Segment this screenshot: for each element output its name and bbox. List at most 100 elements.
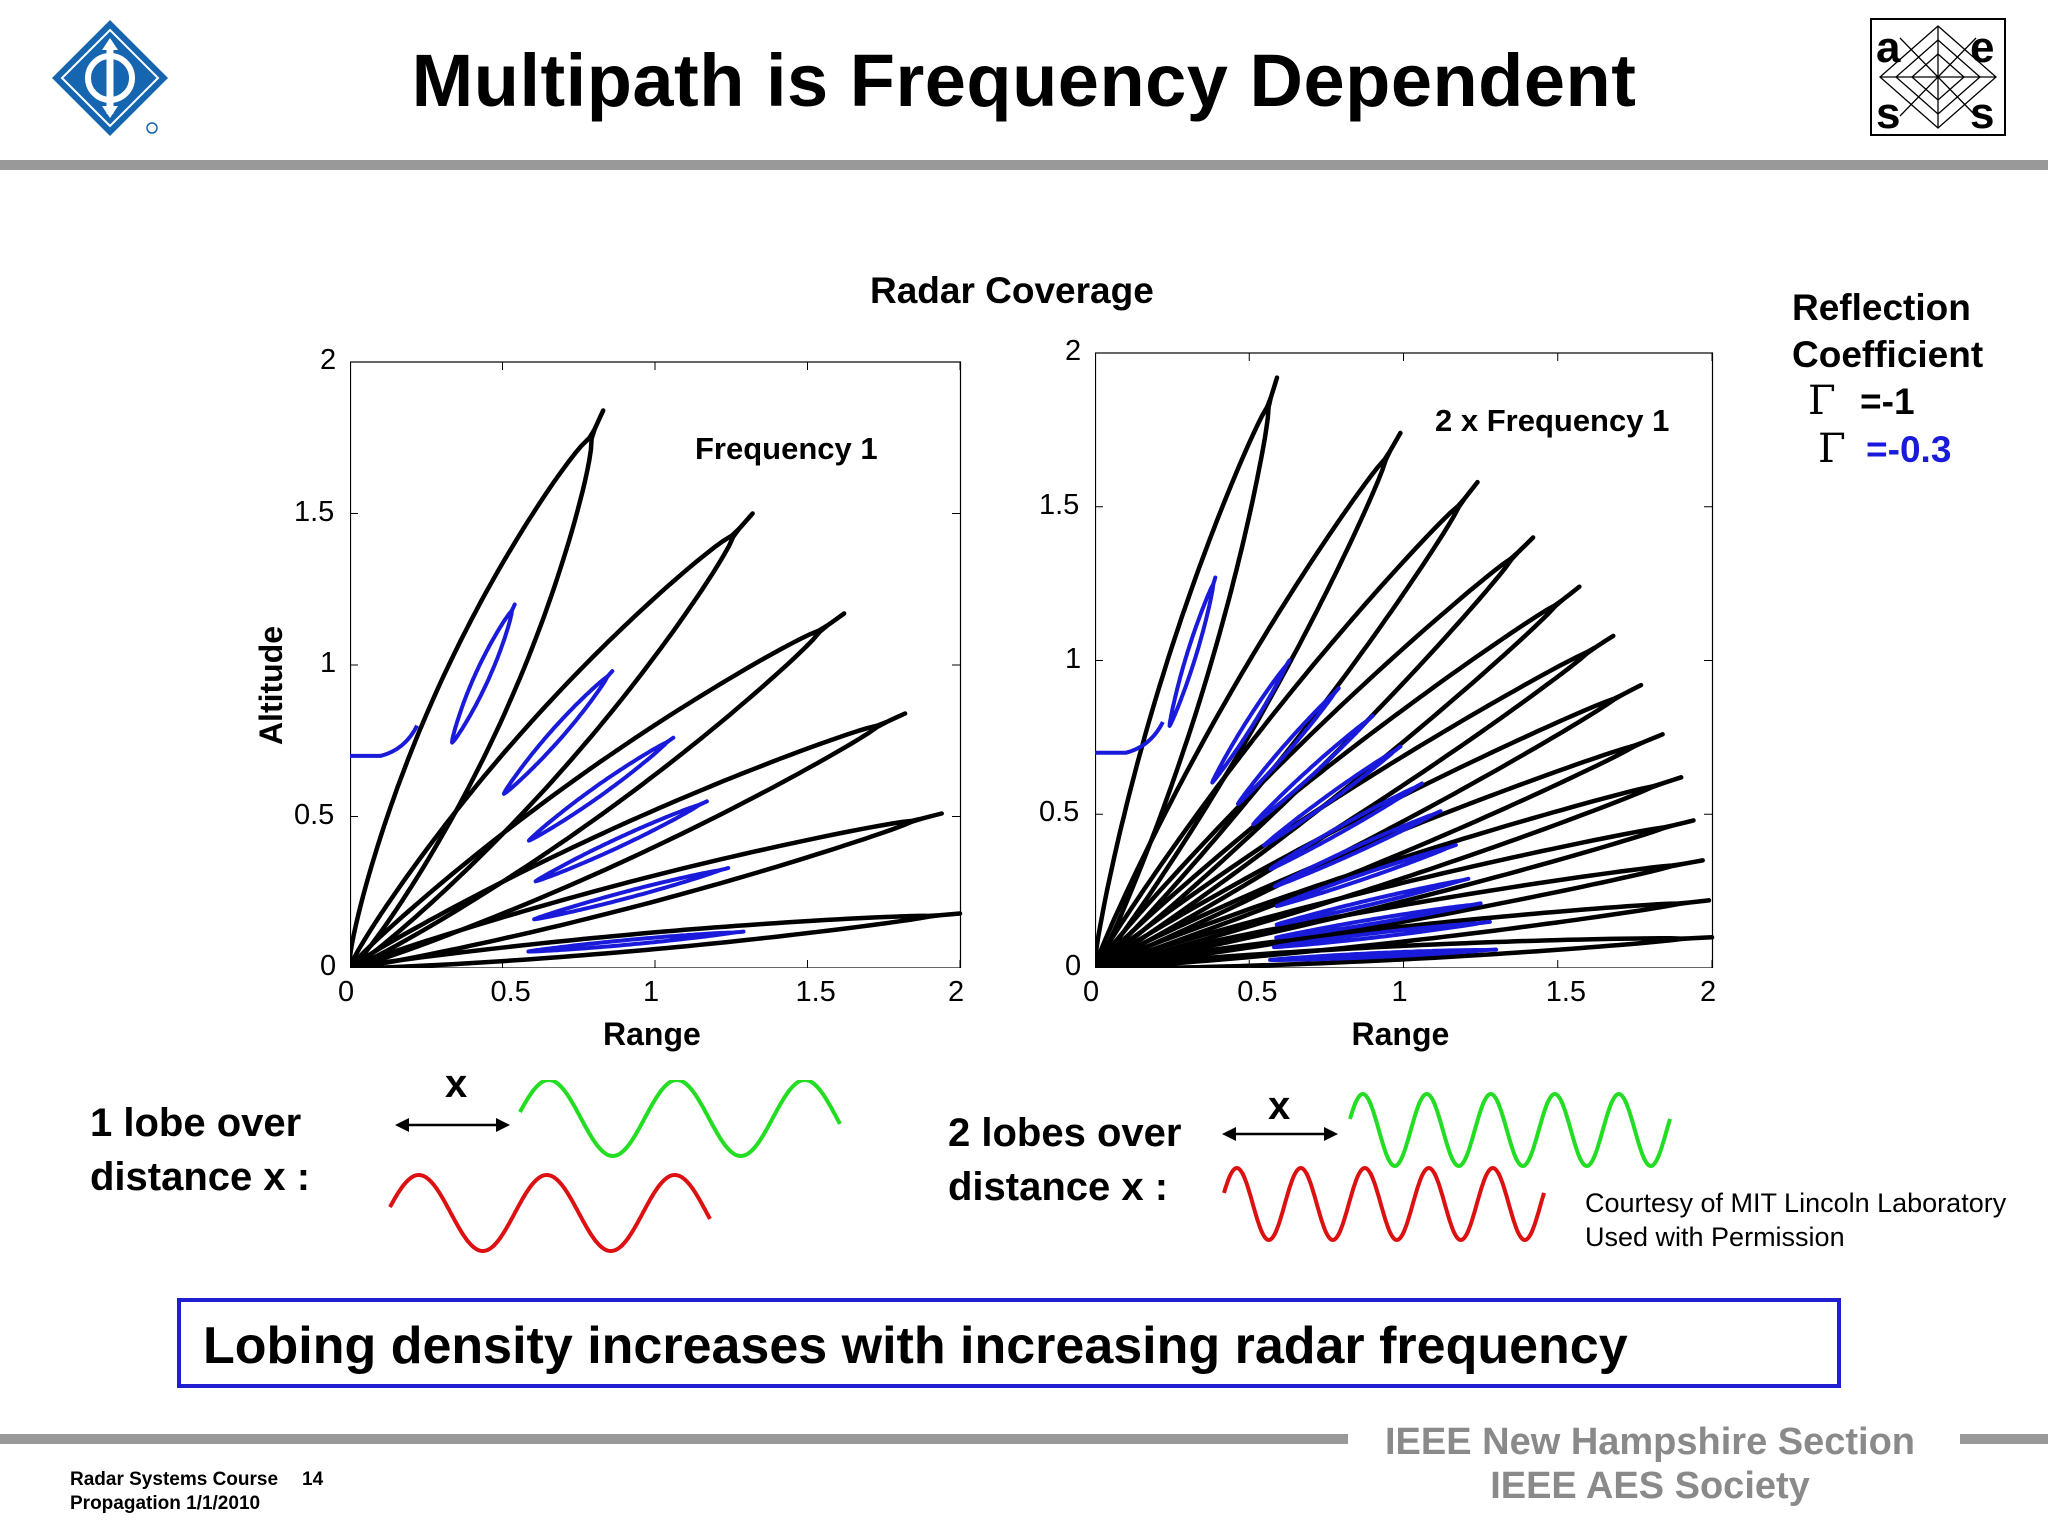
distance-x-label-left: x bbox=[445, 1062, 468, 1106]
plot-annotation: 2 x Frequency 1 bbox=[1435, 403, 1670, 438]
svg-text:e: e bbox=[1970, 23, 1994, 72]
lobe-text-right-line1: 2 lobes over bbox=[948, 1111, 1182, 1155]
x-tick-label: 1 bbox=[1391, 976, 1408, 1008]
lobe-blue bbox=[1272, 919, 1492, 950]
lobe-black bbox=[1095, 934, 1715, 968]
page-title: Multipath is Frequency Dependent bbox=[411, 39, 1637, 122]
x-axis-label: Range bbox=[603, 1016, 701, 1052]
distance-arrow-left bbox=[395, 1118, 510, 1132]
y-tick-label: 2 bbox=[320, 344, 337, 376]
lobe-blue bbox=[1167, 575, 1218, 728]
svg-text:s: s bbox=[1876, 89, 1900, 136]
courtesy-line2: Used with Permission bbox=[1585, 1222, 1845, 1252]
lobe-blue bbox=[1268, 781, 1424, 871]
header-rule bbox=[0, 160, 2048, 170]
legend-title: Reflection Coefficient bbox=[1792, 284, 1983, 378]
legend-row-black-value: =-1 bbox=[1860, 381, 1915, 422]
lobe-text-right: 2 lobes over distance x : bbox=[948, 1106, 1181, 1214]
courtesy-note: Courtesy of MIT Lincoln Laboratory Used … bbox=[1585, 1186, 2006, 1254]
footer-organization: IEEE New Hampshire Section IEEE AES Soci… bbox=[1340, 1420, 1960, 1508]
lobe-text-left: 1 lobe over distance x : bbox=[90, 1096, 310, 1204]
lobe-blue bbox=[1210, 658, 1292, 785]
aes-logo: a e s s bbox=[1870, 18, 2006, 138]
y-tick-label: 1 bbox=[1065, 642, 1082, 675]
lobe-blue bbox=[1272, 809, 1443, 889]
lobe-black bbox=[1095, 775, 1684, 968]
x-tick-label: 1 bbox=[643, 976, 660, 1008]
lobe-blue bbox=[1251, 713, 1375, 827]
x-tick-label: 2 bbox=[948, 976, 965, 1008]
x-tick-label: 0 bbox=[338, 976, 355, 1008]
y-tick-label: 0 bbox=[1065, 950, 1082, 982]
lobe-blue bbox=[1274, 876, 1471, 927]
x-tick-label: 0 bbox=[1083, 976, 1100, 1008]
lobe-blue bbox=[1262, 744, 1403, 848]
wave-illustrations bbox=[388, 1080, 1672, 1253]
lobe-black bbox=[1095, 535, 1536, 968]
legend-row-blue: Γ =-0.3 bbox=[1818, 426, 1951, 472]
lobe-text-right-line2: distance x : bbox=[948, 1165, 1169, 1209]
lobe-black bbox=[350, 711, 908, 968]
lobe-black bbox=[350, 611, 847, 968]
lobe-blue-start bbox=[1095, 721, 1165, 755]
x-tick-label: 1.5 bbox=[1545, 976, 1587, 1008]
legend-row-black: Γ =-1 bbox=[1808, 378, 1915, 424]
lobe-black bbox=[1095, 479, 1480, 968]
lobe-blue bbox=[1268, 947, 1499, 962]
footer-course-info: Radar Systems Course 14 Propagation 1/1/2… bbox=[70, 1468, 323, 1516]
ieee-logo bbox=[48, 16, 172, 140]
x-tick-label: 2 bbox=[1700, 976, 1717, 1008]
lobe-black bbox=[350, 408, 606, 968]
gamma-symbol: Γ bbox=[1808, 378, 1836, 424]
y-axis-label: Altitude bbox=[253, 625, 290, 746]
lobe-black bbox=[350, 511, 755, 968]
footer-rule-right bbox=[1960, 1434, 2048, 1444]
plot-annotation: Frequency 1 bbox=[695, 431, 878, 466]
red-wave-left bbox=[388, 1173, 712, 1253]
svg-text:a: a bbox=[1876, 23, 1901, 72]
lobe-blue bbox=[1274, 901, 1483, 940]
green-wave-left bbox=[518, 1080, 842, 1158]
lobe-blue bbox=[1236, 686, 1341, 806]
lobe-blue bbox=[501, 669, 615, 796]
x-tick-label: 0.5 bbox=[490, 976, 531, 1008]
red-wave-right bbox=[1222, 1165, 1546, 1243]
x-tick-label: 0.5 bbox=[1237, 976, 1278, 1008]
lobe-black bbox=[1095, 375, 1280, 968]
svg-text:s: s bbox=[1970, 89, 1994, 136]
lobe-blue bbox=[533, 799, 709, 884]
x-tick-label: 1.5 bbox=[795, 976, 836, 1008]
footer-course: Radar Systems Course bbox=[70, 1469, 279, 1490]
lobe-black bbox=[350, 811, 944, 968]
conclusion-text: Lobing density increases with increasing… bbox=[203, 1317, 1628, 1375]
coverage-title: Radar Coverage bbox=[870, 270, 1154, 311]
coverage-plot-2x-frequency bbox=[1095, 352, 1715, 968]
footer-topic: Propagation 1/1/2010 bbox=[70, 1493, 261, 1514]
gamma-symbol: Γ bbox=[1818, 426, 1846, 472]
legend-row-blue-value: =-0.3 bbox=[1866, 429, 1952, 470]
y-tick-label: 0.5 bbox=[1039, 796, 1080, 829]
courtesy-line1: Courtesy of MIT Lincoln Laboratory bbox=[1585, 1188, 2007, 1218]
y-tick-label: 0.5 bbox=[294, 798, 335, 831]
conclusion-callout: Lobing density increases with increasing… bbox=[177, 1298, 1841, 1388]
green-wave-right bbox=[1348, 1091, 1672, 1169]
y-tick-label: 0 bbox=[320, 950, 337, 982]
lobe-blue bbox=[532, 866, 731, 922]
lobe-text-left-line1: 1 lobe over bbox=[90, 1101, 302, 1145]
lobe-blue bbox=[1274, 843, 1458, 909]
y-tick-label: 1.5 bbox=[294, 495, 335, 528]
coverage-plot-frequency-1 bbox=[350, 361, 963, 968]
lobe-text-left-line2: distance x : bbox=[90, 1155, 311, 1199]
lobe-black bbox=[1095, 584, 1582, 968]
lobe-blue-start bbox=[350, 724, 419, 758]
lobe-black bbox=[350, 911, 963, 968]
y-tick-label: 2 bbox=[1065, 335, 1082, 367]
footer-page-number: 14 bbox=[302, 1469, 324, 1490]
lobe-black bbox=[1095, 818, 1696, 968]
legend-title-line2: Coefficient bbox=[1792, 334, 1984, 375]
x-axis-label: Range bbox=[1351, 1016, 1450, 1052]
footer-org-line1: IEEE New Hampshire Section bbox=[1384, 1421, 1916, 1463]
y-tick-label: 1 bbox=[320, 647, 337, 679]
legend-title-line1: Reflection bbox=[1792, 287, 1971, 328]
lobe-blue bbox=[526, 929, 746, 954]
